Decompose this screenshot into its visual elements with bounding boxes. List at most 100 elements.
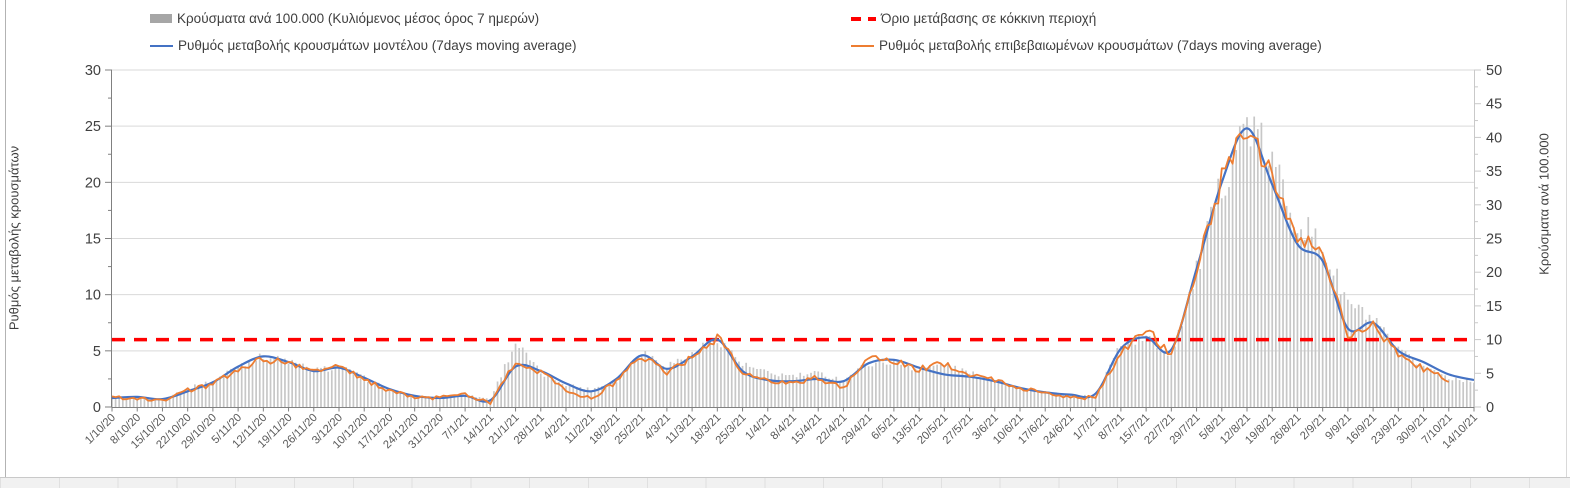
- daily-cases-bar: [172, 394, 175, 407]
- daily-cases-bar: [846, 377, 848, 407]
- daily-cases-bar: [1307, 217, 1310, 407]
- daily-cases-bar: [666, 368, 668, 407]
- daily-cases-bar: [226, 370, 229, 407]
- daily-cases-bar: [835, 376, 838, 407]
- daily-cases-bar: [1102, 382, 1104, 407]
- daily-cases-bar: [384, 389, 387, 407]
- daily-cases-bar: [215, 380, 218, 407]
- worksheet-cells-strip[interactable]: [0, 477, 1570, 488]
- daily-cases-bar: [1303, 239, 1306, 407]
- daily-cases-bar: [370, 383, 373, 407]
- daily-cases-bar: [388, 388, 391, 407]
- daily-cases-bar: [1246, 117, 1248, 407]
- daily-cases-bar: [795, 377, 798, 407]
- daily-cases-bar: [748, 366, 751, 407]
- daily-cases-bar: [305, 366, 308, 407]
- legend-item-threshold: Όριο μετάβασης σε κόκκινη περιοχή: [851, 11, 1096, 26]
- daily-cases-bar: [475, 397, 477, 407]
- daily-cases-bar: [413, 395, 416, 407]
- daily-cases-bar: [424, 396, 427, 407]
- daily-cases-bar: [136, 396, 139, 407]
- daily-cases-bar: [1116, 348, 1119, 407]
- daily-cases-bar: [903, 364, 906, 407]
- daily-cases-bar: [352, 374, 355, 407]
- daily-cases-bar: [561, 383, 564, 407]
- daily-cases-bar: [1127, 339, 1129, 407]
- daily-cases-bar: [1238, 126, 1241, 407]
- daily-cases-bar: [630, 361, 632, 407]
- daily-cases-bar: [1004, 384, 1007, 407]
- daily-cases-bar: [734, 357, 737, 407]
- daily-cases-bar: [943, 366, 946, 407]
- daily-cases-bar: [680, 359, 683, 407]
- daily-cases-bar: [885, 364, 888, 407]
- daily-cases-bar: [230, 368, 232, 407]
- daily-cases-bar: [1264, 164, 1266, 407]
- daily-cases-bar: [154, 398, 157, 407]
- daily-cases-bar: [262, 359, 265, 407]
- daily-cases-bar: [611, 382, 614, 407]
- right-tick-label: 10: [1486, 333, 1502, 349]
- right-tick-label: 50: [1486, 63, 1502, 79]
- daily-cases-bar: [1065, 395, 1068, 407]
- daily-cases-bar: [1379, 326, 1382, 407]
- daily-cases-bar: [1253, 116, 1256, 408]
- daily-cases-bar: [478, 397, 481, 407]
- daily-cases-bar: [410, 395, 412, 407]
- daily-cases-bar: [820, 372, 823, 407]
- daily-cases-bar: [219, 376, 221, 407]
- daily-cases-bar: [741, 365, 744, 407]
- right-tick-label: 15: [1486, 299, 1502, 315]
- daily-cases-bar: [604, 384, 607, 407]
- daily-cases-bar: [1166, 355, 1169, 407]
- daily-cases-bar: [323, 366, 326, 407]
- right-tick-label: 20: [1486, 265, 1502, 281]
- daily-cases-bar: [608, 383, 611, 407]
- daily-cases-bar: [1278, 164, 1281, 407]
- daily-cases-bar: [687, 356, 690, 407]
- daily-cases-bar: [1174, 346, 1176, 407]
- daily-cases-bar: [374, 381, 376, 407]
- daily-cases-bar: [129, 396, 131, 407]
- daily-cases-bar: [676, 358, 679, 407]
- daily-cases-bar: [702, 342, 704, 407]
- daily-cases-bar: [406, 394, 409, 407]
- daily-cases-bar: [1411, 359, 1414, 407]
- daily-cases-bar: [788, 375, 791, 407]
- daily-cases-bar: [738, 361, 740, 407]
- daily-cases-bar: [176, 392, 178, 407]
- daily-cases-bar: [1210, 206, 1212, 407]
- daily-cases-bar: [655, 360, 657, 407]
- daily-cases-bar: [536, 365, 539, 407]
- daily-cases-bar: [849, 374, 852, 407]
- daily-cases-bar: [201, 385, 203, 407]
- daily-cases-bar: [954, 365, 956, 407]
- daily-cases-bar: [745, 362, 748, 407]
- daily-cases-bar: [640, 355, 643, 407]
- daily-cases-bar: [619, 374, 621, 407]
- window-border-right: [1566, 0, 1567, 478]
- daily-cases-bar: [1447, 379, 1450, 407]
- daily-cases-bar: [990, 381, 993, 407]
- daily-cases-bar: [810, 372, 812, 407]
- daily-cases-bar: [421, 397, 423, 407]
- daily-cases-bar: [838, 381, 841, 407]
- daily-cases-bar: [1343, 292, 1346, 407]
- daily-cases-bar: [965, 370, 967, 407]
- daily-cases-bar: [511, 351, 513, 407]
- daily-cases-bar: [543, 376, 546, 407]
- daily-cases-bar: [1062, 393, 1065, 407]
- daily-cases-bar: [1368, 314, 1371, 407]
- daily-cases-bar: [518, 348, 521, 407]
- daily-cases-bar: [157, 398, 160, 407]
- daily-cases-bar: [1105, 371, 1108, 407]
- daily-cases-bar: [784, 375, 787, 407]
- daily-cases-bar: [294, 362, 297, 407]
- daily-cases-bar: [1120, 346, 1122, 407]
- daily-cases-bar: [1188, 291, 1191, 407]
- daily-cases-bar: [1235, 150, 1238, 407]
- daily-cases-bar: [125, 397, 128, 407]
- daily-cases-bar: [756, 369, 758, 407]
- left-tick-label: 5: [93, 344, 101, 360]
- daily-cases-bar: [1220, 198, 1223, 407]
